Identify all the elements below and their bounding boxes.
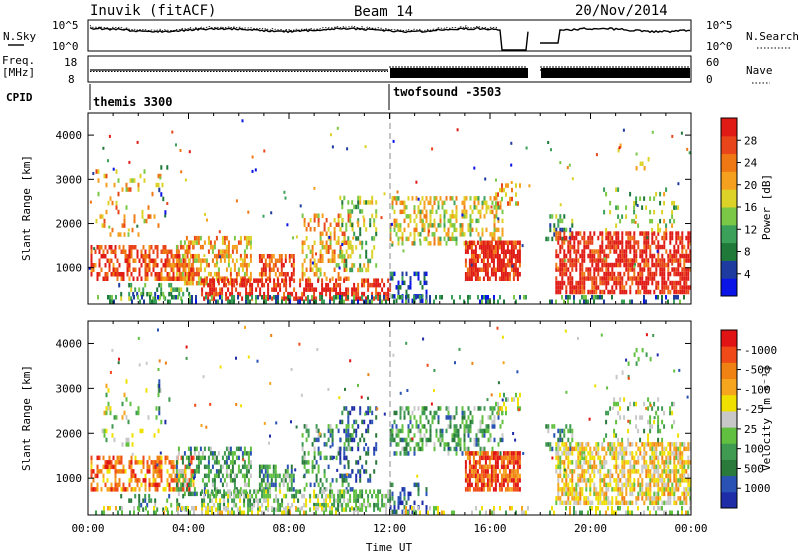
freq-tick-bottom: 8	[68, 73, 75, 86]
nsearch-tick-bottom: 10^0	[706, 40, 733, 53]
nsearch-trace	[89, 25, 499, 32]
y-tick-label: 3000	[56, 382, 83, 395]
freq-panel-frame	[87, 55, 692, 83]
nave-tick-top: 60	[706, 56, 719, 69]
velocity-panel: 1000 2000 3000 4000 00:00 04:00 08:00 12:00 16:…	[20, 320, 708, 554]
freq-label-2: [MHz]	[2, 66, 35, 79]
colorbar-tick-label: -1000	[744, 344, 777, 357]
colorbar-tick-label: 25	[744, 423, 757, 436]
nsearch-tick-top: 10^5	[706, 19, 733, 32]
colorbar-tick-label: 28	[744, 134, 757, 147]
colorbar-tick-label: 4	[744, 268, 751, 281]
colorbar-tick-label: 1000	[744, 482, 771, 495]
beam-title: Beam 14	[354, 4, 413, 20]
power-colorbar-label: Power [dB]	[760, 174, 773, 240]
velocity-data	[90, 325, 692, 515]
velocity-colorbar: 1000 500 100 25 -25 -100 -500 -1000 Velocity [m…	[720, 329, 777, 509]
cpid-label: CPID	[6, 91, 33, 104]
nave-label: Nave	[746, 64, 773, 77]
power-colorbar-swatches	[721, 118, 737, 297]
power-y-ticks: 1000 2000 3000 4000	[56, 129, 691, 275]
power-panel: 1000 2000 3000 4000 Slant Range [km]	[20, 112, 692, 305]
velocity-xlabel: Time UT	[366, 541, 413, 554]
y-tick-label: 2000	[56, 427, 83, 440]
nsky-trace	[89, 26, 690, 51]
nsky-tick-top: 10^5	[52, 19, 79, 32]
velocity-ylabel: Slant Range [km]	[20, 365, 33, 471]
nave-tick-bottom: 0	[706, 73, 713, 86]
colorbar-tick-label: 500	[744, 462, 764, 475]
colorbar-tick-label: 12	[744, 223, 757, 236]
nave-trace	[90, 66, 690, 78]
y-tick-label: 4000	[56, 337, 83, 350]
power-colorbar-ticks: 4 8 12 16 20 24 28	[737, 134, 758, 281]
colorbar-tick-label: -25	[744, 403, 764, 416]
cpid-segment-2: twofsound -3503	[393, 85, 501, 99]
colorbar-tick-label: 16	[744, 201, 757, 214]
colorbar-tick-label: 100	[744, 443, 764, 456]
y-tick-label: 1000	[56, 262, 83, 275]
cpid-segment-1: themis 3300	[93, 95, 172, 109]
x-tick-label: 20:00	[574, 522, 607, 535]
velocity-colorbar-ticks: 1000 500 100 25 -25 -100 -500 -1000	[737, 344, 777, 495]
x-tick-label: 16:00	[473, 522, 506, 535]
y-tick-label: 2000	[56, 218, 83, 231]
power-x-ticks	[87, 113, 692, 304]
velocity-x-ticks: 00:00 04:00 08:00 12:00 16:00 20:00 00:00	[71, 321, 708, 535]
power-colorbar: 4 8 12 16 20 24 28 Power [dB]	[720, 117, 773, 297]
velocity-colorbar-swatches	[721, 330, 737, 509]
nsky-panel-frame	[87, 19, 692, 52]
freq-tick-top: 18	[64, 56, 77, 69]
nsky-label: N.Sky	[3, 30, 36, 43]
date-title: 20/Nov/2014	[575, 3, 668, 19]
colorbar-tick-label: -500	[744, 364, 771, 377]
x-tick-label: 12:00	[373, 522, 406, 535]
y-tick-label: 1000	[56, 472, 83, 485]
x-tick-label: 04:00	[172, 522, 205, 535]
velocity-colorbar-frame	[720, 329, 738, 509]
velocity-colorbar-label: Velocity [m s⁻¹]	[760, 365, 773, 471]
x-tick-label: 08:00	[272, 522, 305, 535]
nsky-tick-bottom: 10^0	[52, 40, 79, 53]
freq-label-1: Freq.	[2, 54, 35, 67]
y-tick-label: 4000	[56, 129, 83, 142]
power-ylabel: Slant Range [km]	[20, 155, 33, 261]
station-title: Inuvik (fitACF)	[90, 3, 216, 19]
y-tick-label: 3000	[56, 173, 83, 186]
nsearch-label: N.Search	[746, 30, 799, 43]
x-tick-label: 00:00	[674, 522, 707, 535]
colorbar-tick-label: 8	[744, 246, 751, 259]
colorbar-tick-label: -100	[744, 383, 771, 396]
colorbar-tick-label: 20	[744, 179, 757, 192]
x-tick-label: 00:00	[71, 522, 104, 535]
velocity-y-ticks: 1000 2000 3000 4000	[56, 337, 691, 485]
colorbar-tick-label: 24	[744, 157, 758, 170]
power-data	[88, 119, 692, 304]
